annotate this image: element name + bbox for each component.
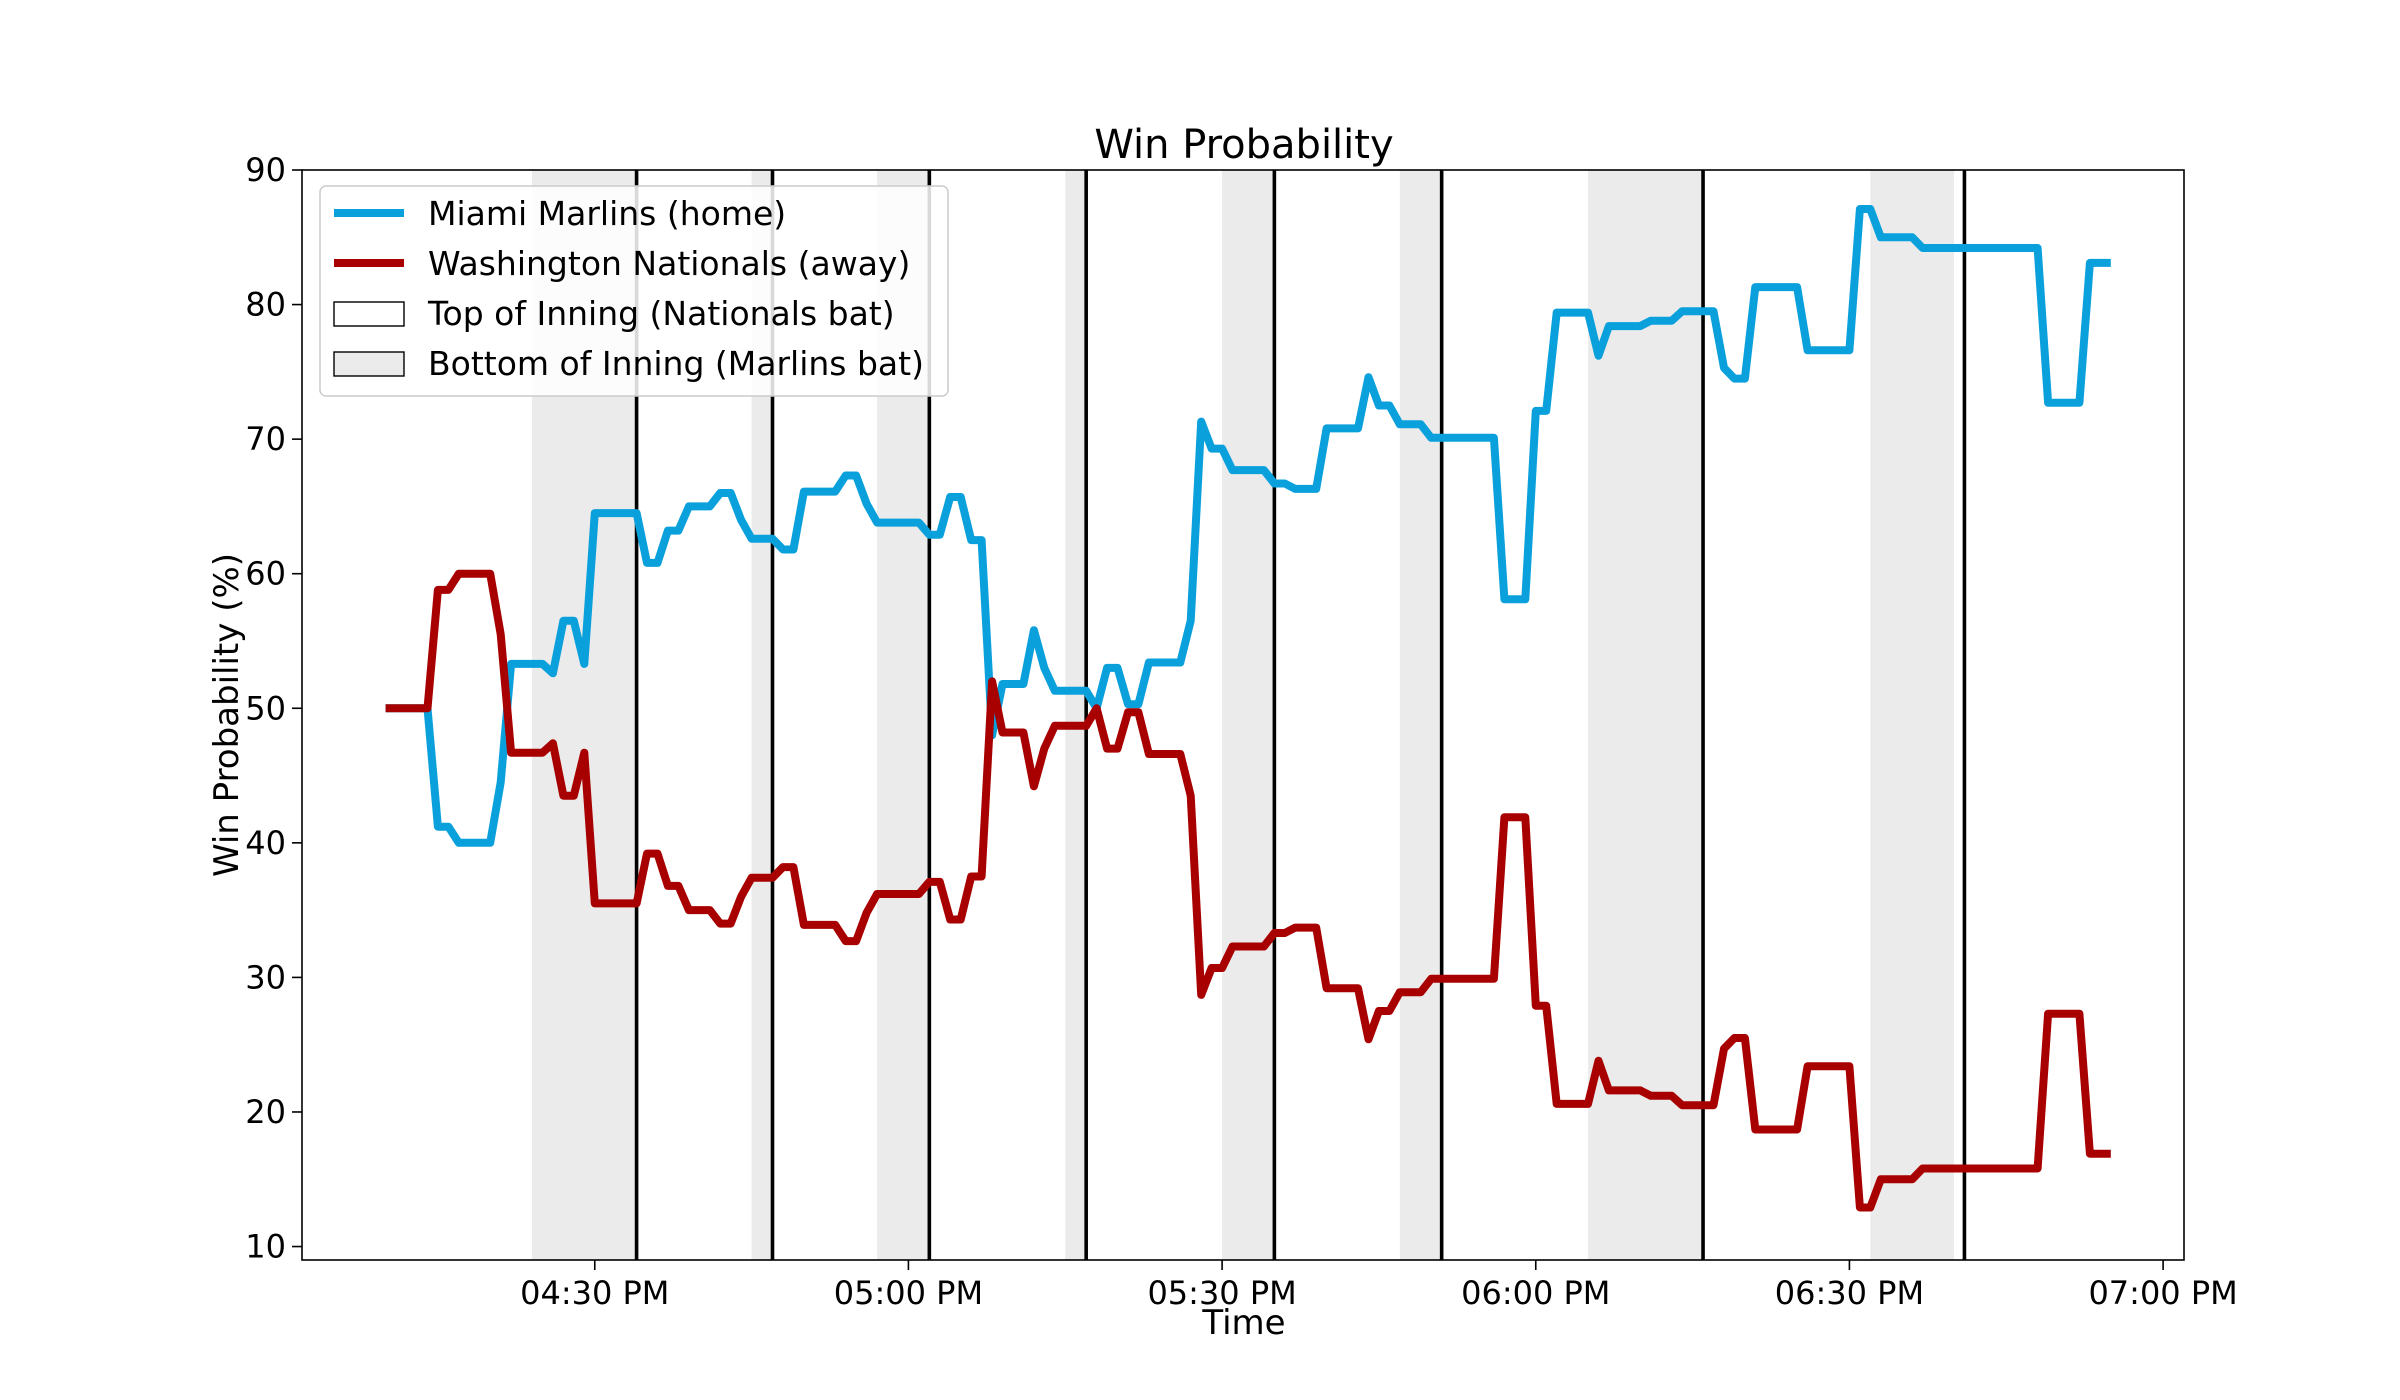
y-tick-label: 50 [245,689,286,727]
y-tick-label: 60 [245,555,286,593]
y-axis: 10 20 30 40 50 60 70 80 90 [245,151,302,1266]
x-axis: 04:30 PM 05:00 PM 05:30 PM 06:00 PM 06:30 PM… [520,1260,2238,1312]
bottom-inning-span-6 [1399,170,1442,1260]
x-axis-title: Time [1201,1303,1285,1343]
legend-label: Top of Inning (Nationals bat) [427,294,895,333]
bottom-inning-span-4 [1065,170,1087,1260]
y-tick-label: 10 [245,1228,286,1266]
legend-label: Washington Nationals (away) [428,244,910,283]
bottom-inning-span-8 [1870,170,1954,1260]
legend-patch-swatch [333,351,405,377]
x-tick-label: 07:00 PM [2088,1274,2237,1312]
series-lines [385,205,2111,1212]
y-tick-label: 20 [245,1093,286,1131]
y-tick-label: 70 [245,420,286,458]
bottom-inning-span-2 [751,170,773,1260]
series-line-home [385,205,2111,847]
legend-label: Bottom of Inning (Marlins bat) [428,344,924,383]
legend-patch-swatch [333,301,405,327]
legend: Miami Marlins (home) Washington Nationals… [319,185,949,397]
legend-label: Miami Marlins (home) [428,194,786,233]
series-line-away [385,569,2111,1212]
chart-title: Win Probability [1094,122,1393,168]
x-tick-label: 06:30 PM [1775,1274,1924,1312]
y-axis-title: Win Probability (%) [207,553,247,877]
y-tick-label: 30 [245,958,286,996]
x-tick-label: 05:30 PM [1147,1274,1296,1312]
plot-frame [301,169,2185,1261]
x-tick-label: 05:00 PM [834,1274,983,1312]
x-tick-label: 04:30 PM [520,1274,669,1312]
bottom-inning-span-5 [1222,170,1275,1260]
x-tick-label: 06:00 PM [1461,1274,1610,1312]
y-tick-label: 80 [245,286,286,324]
y-tick-label: 40 [245,824,286,862]
legend-box [319,185,949,397]
y-tick-label: 90 [245,151,286,189]
